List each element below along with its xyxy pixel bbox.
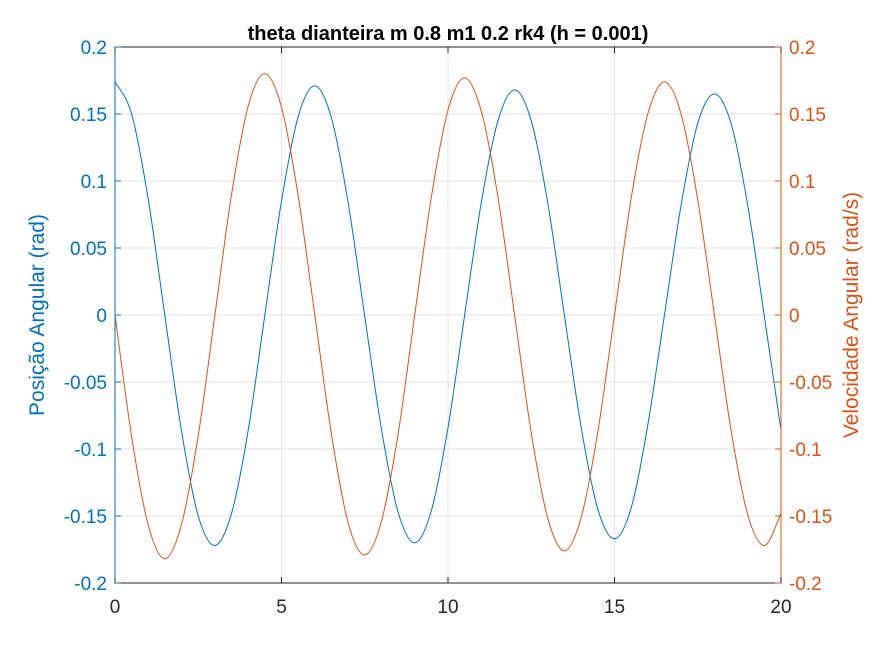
left-tick-label: -0.15	[64, 507, 107, 528]
x-tick-label: 5	[276, 597, 287, 618]
left-tick-label: -0.1	[74, 440, 107, 461]
right-tick-label: -0.15	[789, 507, 832, 528]
right-tick-label: -0.05	[789, 373, 832, 394]
left-axis-label: Posição Angular (rad)	[26, 214, 49, 416]
left-tick-label: -0.05	[64, 373, 107, 394]
left-tick-label: 0.1	[81, 172, 107, 193]
right-tick-label: -0.2	[789, 574, 822, 595]
series-line-velocity	[114, 73, 782, 560]
right-tick-label: -0.1	[789, 440, 822, 461]
right-tick-label: 0.1	[789, 172, 815, 193]
left-tick-label: -0.2	[74, 574, 107, 595]
left-tick-label: 0.15	[70, 105, 107, 126]
ticks-group: 0 5 10 15 20 0.2 0.15 0.1 0.05 0 -0.05 -0.1 -0.15 -0.…	[64, 38, 833, 618]
series-group	[114, 73, 782, 560]
left-tick-label: 0.2	[81, 38, 107, 59]
left-tick-label: 0.05	[70, 239, 107, 260]
x-tick-label: 20	[770, 597, 791, 618]
x-tick-label: 10	[437, 597, 458, 618]
right-tick-label: 0.15	[789, 105, 826, 126]
right-tick-label: 0.2	[789, 38, 815, 59]
right-tick-label: 0.05	[789, 239, 826, 260]
chart-title: theta dianteira m 0.8 m1 0.2 rk4 (h = 0.…	[248, 23, 649, 45]
right-axis-label: Velocidade Angular (rad/s)	[840, 192, 863, 438]
left-tick-label: 0	[96, 306, 107, 327]
right-tick-label: 0	[789, 306, 800, 327]
x-tick-label: 0	[110, 597, 121, 618]
series-line-position	[114, 81, 782, 546]
x-tick-label: 15	[604, 597, 625, 618]
